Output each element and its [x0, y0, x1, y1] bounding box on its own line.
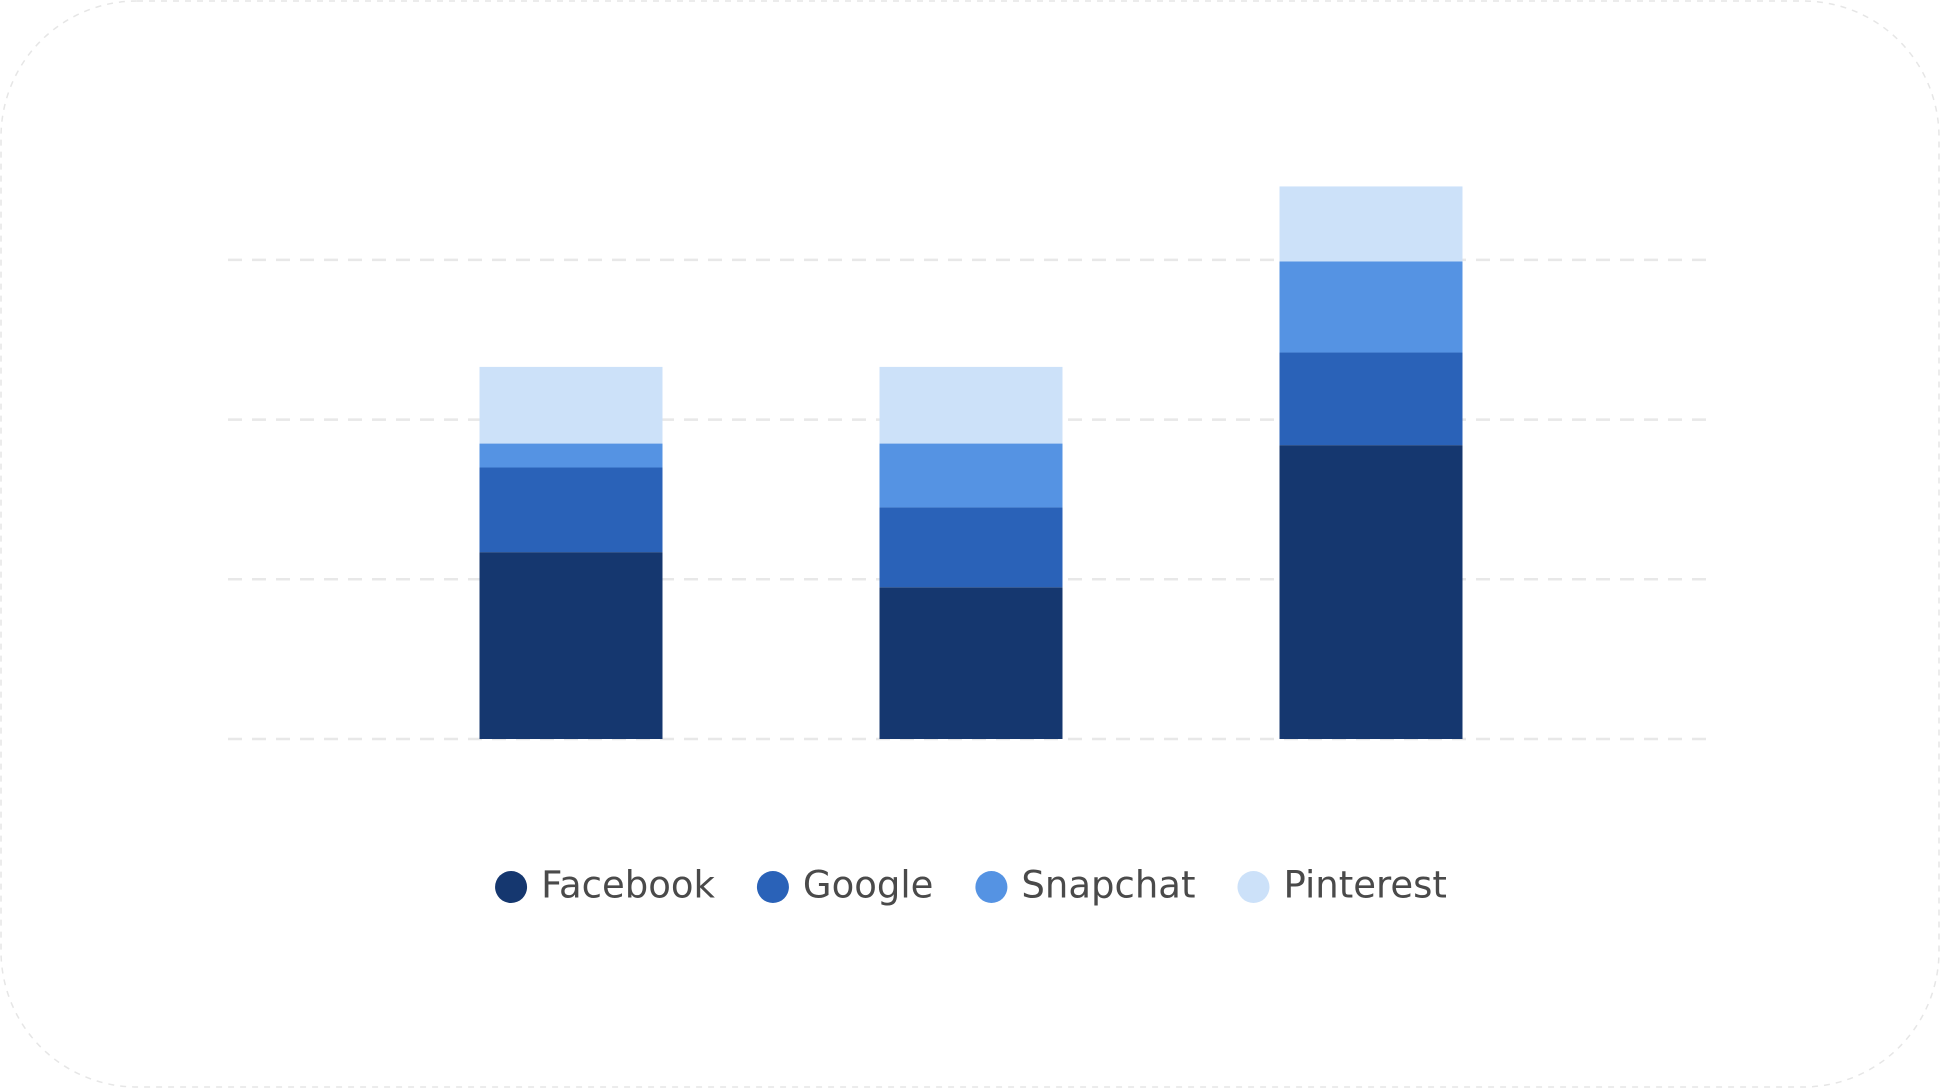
bar-segment	[1279, 186, 1463, 262]
bar-segment	[879, 443, 1063, 508]
legend-label: Facebook	[541, 864, 715, 907]
bar-segment	[479, 443, 663, 468]
bar-segment	[879, 507, 1063, 588]
bar-segment	[479, 552, 663, 739]
bar-segment	[879, 366, 1063, 444]
bar-segment	[1279, 261, 1463, 353]
legend-swatch	[1237, 871, 1270, 903]
legend-label: Pinterest	[1283, 864, 1446, 907]
legend-label: Google	[803, 864, 933, 907]
bar-segment	[879, 587, 1063, 739]
legend-label: Snapchat	[1021, 864, 1195, 907]
legend-swatch	[756, 871, 789, 903]
bar-segment	[1279, 445, 1463, 739]
legend-swatch	[495, 871, 528, 903]
bar-segment	[479, 366, 663, 444]
bar-segment	[1279, 352, 1463, 446]
bar-segment	[479, 467, 663, 553]
legend-swatch	[975, 871, 1008, 903]
